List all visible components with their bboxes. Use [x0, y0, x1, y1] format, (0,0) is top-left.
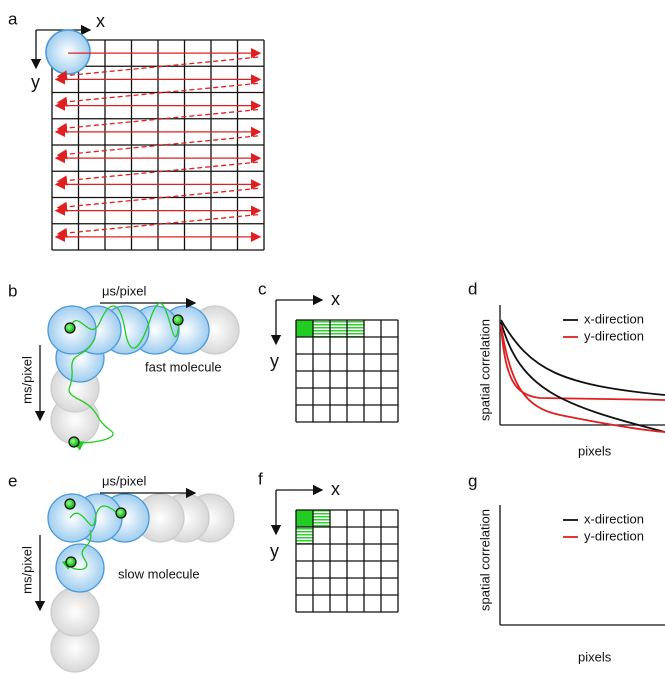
trajectory: [69, 302, 181, 443]
hatched-pixel: [313, 510, 330, 527]
axis-label: x: [96, 11, 105, 31]
axis-label: y: [270, 541, 279, 561]
axis-label: μs/pixel: [102, 283, 146, 298]
molecule: [68, 436, 80, 448]
axis-label: ms/pixel: [19, 546, 34, 594]
line: [56, 161, 259, 186]
laser-spot: [45, 29, 91, 75]
axis-label: spatial correlation: [477, 509, 492, 611]
molecule: [172, 314, 184, 326]
axis-label: y: [31, 72, 40, 92]
filled-pixel: [296, 320, 313, 337]
hatched-pixel: [330, 320, 347, 337]
gray-spot: [50, 587, 100, 637]
panel-label: e: [8, 471, 17, 490]
panel-label: b: [8, 281, 17, 300]
axis-label: x: [331, 289, 340, 309]
hatched-pixel: [313, 320, 330, 337]
hatched-pixel: [347, 320, 364, 337]
curve-y: [500, 324, 665, 433]
filled-pixel: [296, 510, 313, 527]
caption: fast molecule: [145, 359, 222, 374]
line: [56, 187, 259, 212]
panel-label: a: [8, 9, 18, 28]
axis-label: pixels: [578, 443, 612, 458]
line: [56, 56, 259, 81]
axis-label: μs/pixel: [102, 473, 146, 488]
line: [56, 135, 259, 160]
legend-label: y-direction: [584, 528, 644, 543]
axis-label: y: [270, 351, 279, 371]
line: [56, 213, 259, 239]
curve-y: [500, 324, 665, 401]
molecule: [65, 556, 77, 568]
legend-label: y-direction: [584, 328, 644, 343]
molecule: [64, 498, 76, 510]
hatched-pixel: [296, 527, 313, 544]
legend-label: x-direction: [584, 511, 644, 526]
line: [56, 82, 259, 107]
axis-label: ms/pixel: [19, 356, 34, 404]
panel-label: d: [468, 279, 477, 298]
line: [56, 108, 259, 134]
layer: [30, 24, 665, 673]
molecule: [64, 322, 76, 334]
blue-spot: [55, 543, 105, 593]
caption: slow molecule: [118, 566, 200, 581]
panel-label: g: [468, 471, 477, 490]
axis-label: pixels: [578, 649, 612, 664]
panel-label: f: [258, 469, 263, 488]
axis-label: x: [331, 479, 340, 499]
curve-x: [500, 319, 665, 396]
legend-label: x-direction: [584, 311, 644, 326]
curve-x: [500, 321, 665, 433]
molecule: [115, 507, 127, 519]
axis-label: spatial correlation: [477, 319, 492, 421]
panel-label: c: [258, 279, 267, 298]
